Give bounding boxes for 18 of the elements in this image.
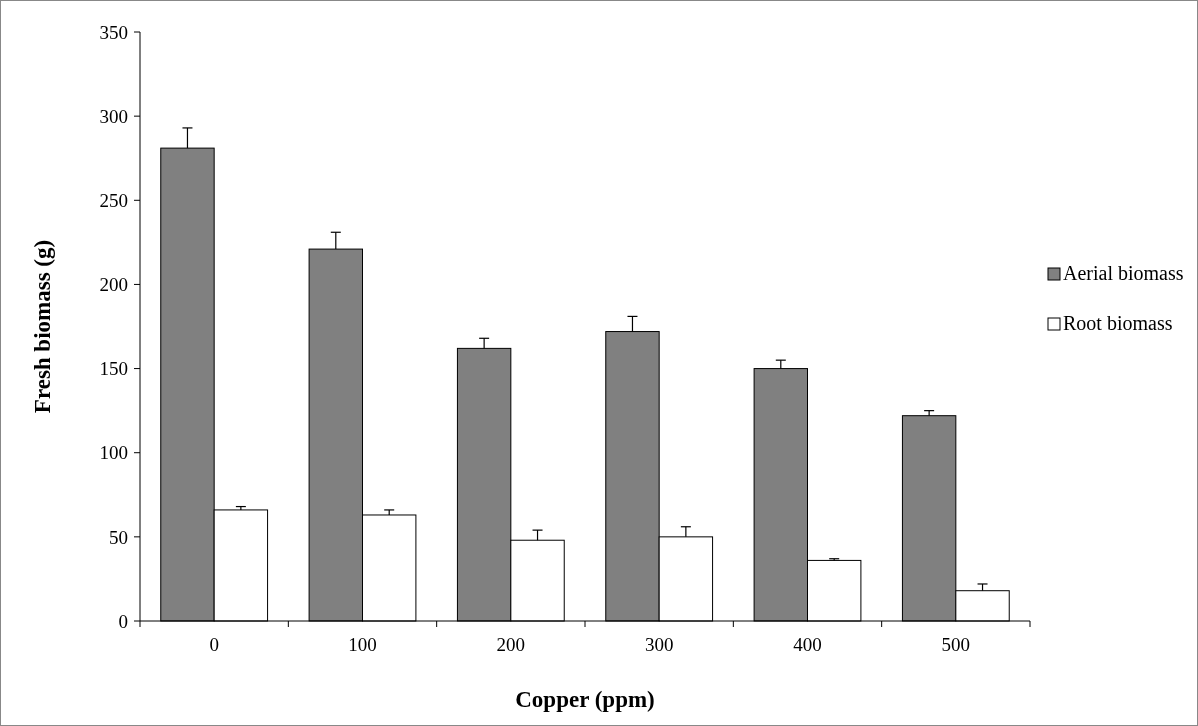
x-axis-title: Copper (ppm)	[515, 687, 655, 712]
y-tick-label: 200	[99, 274, 128, 296]
y-tick-label: 300	[99, 105, 128, 127]
x-tick-label: 400	[793, 634, 822, 655]
x-tick-label: 200	[496, 634, 526, 655]
y-tick-label: 100	[99, 442, 128, 464]
y-tick-label: 350	[99, 21, 128, 43]
y-tick-label: 250	[99, 189, 128, 211]
y-axis-title: Fresh biomass (g)	[30, 239, 55, 414]
x-tick-label: 100	[348, 634, 377, 655]
x-tick-label: 300	[644, 634, 674, 655]
y-tick-label: 50	[109, 526, 128, 548]
y-tick-label: 150	[99, 358, 128, 380]
x-tick-label: 500	[941, 634, 971, 655]
legend-label: Root biomass	[1063, 312, 1173, 334]
x-tick-label: 0	[209, 634, 219, 655]
legend-label: Aerial biomass	[1063, 262, 1184, 284]
y-tick-label: 0	[118, 610, 128, 632]
